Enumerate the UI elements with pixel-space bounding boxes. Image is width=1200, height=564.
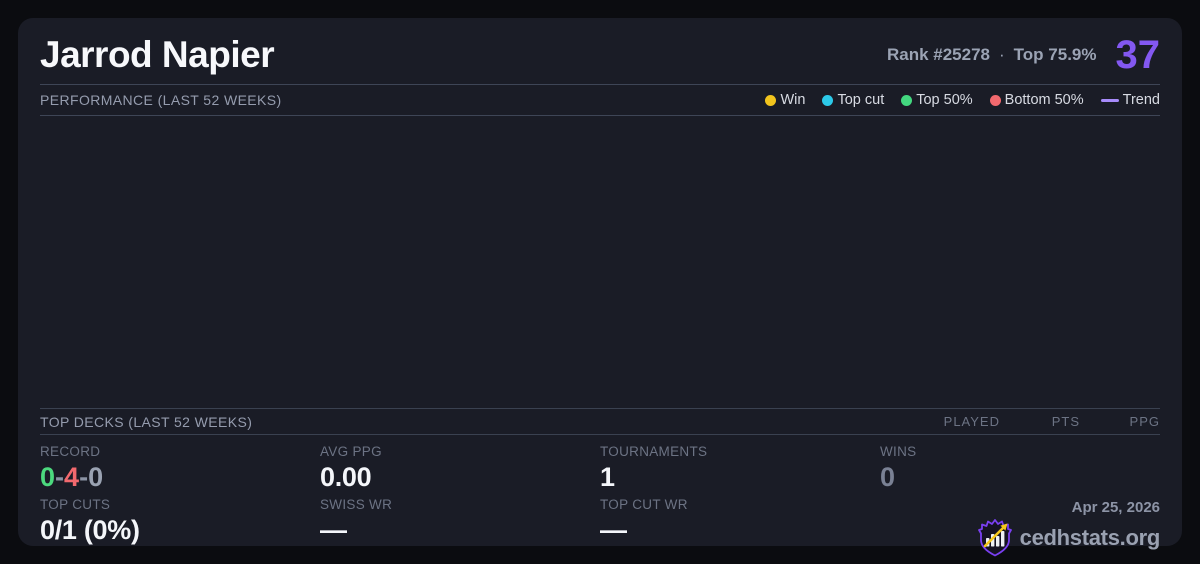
legend-item-top-cut: Top cut [822,92,884,108]
brand-text: cedhstats.org [1019,525,1161,550]
top-percentile-label: Top 75.9% [1013,45,1097,64]
legend-dot-icon [901,94,913,106]
legend-item-bottom-50-: Bottom 50% [989,92,1084,108]
stat-top-cut-wr-label: TOP CUT WR [600,497,688,512]
avg-ppg-value: 0.00 [320,462,372,492]
performance-title: PERFORMANCE (LAST 52 WEEKS) [40,92,282,108]
legend-label: Top cut [837,92,885,108]
stat-tournaments-label: TOURNAMENTS [600,444,708,459]
top-cut-wr-value: — [600,515,627,545]
legend-label: Top 50% [916,92,973,108]
rank-summary: Rank #25278 · Top 75.9% 37 [887,35,1160,75]
tournaments-value: 1 [600,462,615,492]
record-part: 0 [88,462,104,492]
swiss-wr-value: — [320,515,347,545]
stat-tournaments: TOURNAMENTS 1 [600,444,880,491]
stat-record-label: RECORD [40,444,101,459]
top-decks-header: TOP DECKS (LAST 52 WEEKS) PLAYED PTS PPG [40,408,1160,435]
brand-link[interactable]: cedhstats.org [880,519,1160,557]
top-decks-title: TOP DECKS (LAST 52 WEEKS) [40,413,253,430]
legend-label: Trend [1122,92,1160,108]
rating-score: 37 [1115,33,1161,77]
column-header-pts: PTS [1051,414,1080,429]
record-part: - [55,462,65,492]
stat-swiss-wr-label: SWISS WR [320,497,393,512]
top-cuts-value: 0/1 (0%) [40,515,140,545]
stat-wins-label: WINS [880,444,917,459]
stat-top-cuts-label: TOP CUTS [40,497,111,512]
legend-dot-icon [989,94,1001,106]
legend-item-top-50-: Top 50% [901,92,973,108]
stat-avg-ppg: AVG PPG 0.00 [320,444,600,491]
performance-section-header: PERFORMANCE (LAST 52 WEEKS) Win Top cut To… [40,85,1160,116]
player-name: Jarrod Napier [40,34,275,75]
rank-label: Rank #25278 [886,45,990,64]
stats-grid: RECORD 0-4-0 AVG PPG 0.00 TOURNAMENTS 1 … [40,435,1160,557]
player-stats-card: Jarrod Napier Rank #25278 · Top 75.9% 37… [18,18,1182,557]
performance-chart [40,116,1160,408]
stat-wins: WINS 0 [880,444,1160,491]
legend-label: Bottom 50% [1004,92,1084,108]
chart-legend: Win Top cut Top 50% Bottom 50% Trend [765,92,1160,108]
record-part: - [79,462,89,492]
record-part: 0 [40,462,56,492]
stat-avg-ppg-label: AVG PPG [320,444,382,459]
stat-record: RECORD 0-4-0 [40,444,320,491]
wins-value: 0 [880,462,895,492]
record-part: 4 [64,462,80,492]
trend-line-icon [1100,98,1119,102]
footer-branding: Apr 25, 2026 cedhstats.org [880,497,1160,557]
legend-dot-icon [822,94,834,106]
legend-dot-icon [765,94,777,106]
column-header-played: PLAYED [943,414,1000,429]
stat-top-cut-wr: TOP CUT WR — [600,497,880,557]
stat-top-cuts: TOP CUTS 0/1 (0%) [40,497,320,557]
record-value: 0-4-0 [40,464,320,491]
cedhstats-shield-logo-icon [977,519,1012,557]
snapshot-date: Apr 25, 2026 [1071,499,1160,516]
top-decks-columns: PLAYED PTS PPG [920,414,1160,429]
rank-separator: · [999,45,1005,64]
legend-item-win: Win [765,92,805,108]
legend-label: Win [780,92,806,108]
legend-item-trend: Trend [1100,92,1160,108]
card-header: Jarrod Napier Rank #25278 · Top 75.9% 37 [40,18,1160,85]
column-header-ppg: PPG [1129,414,1160,429]
stat-swiss-wr: SWISS WR — [320,497,600,557]
